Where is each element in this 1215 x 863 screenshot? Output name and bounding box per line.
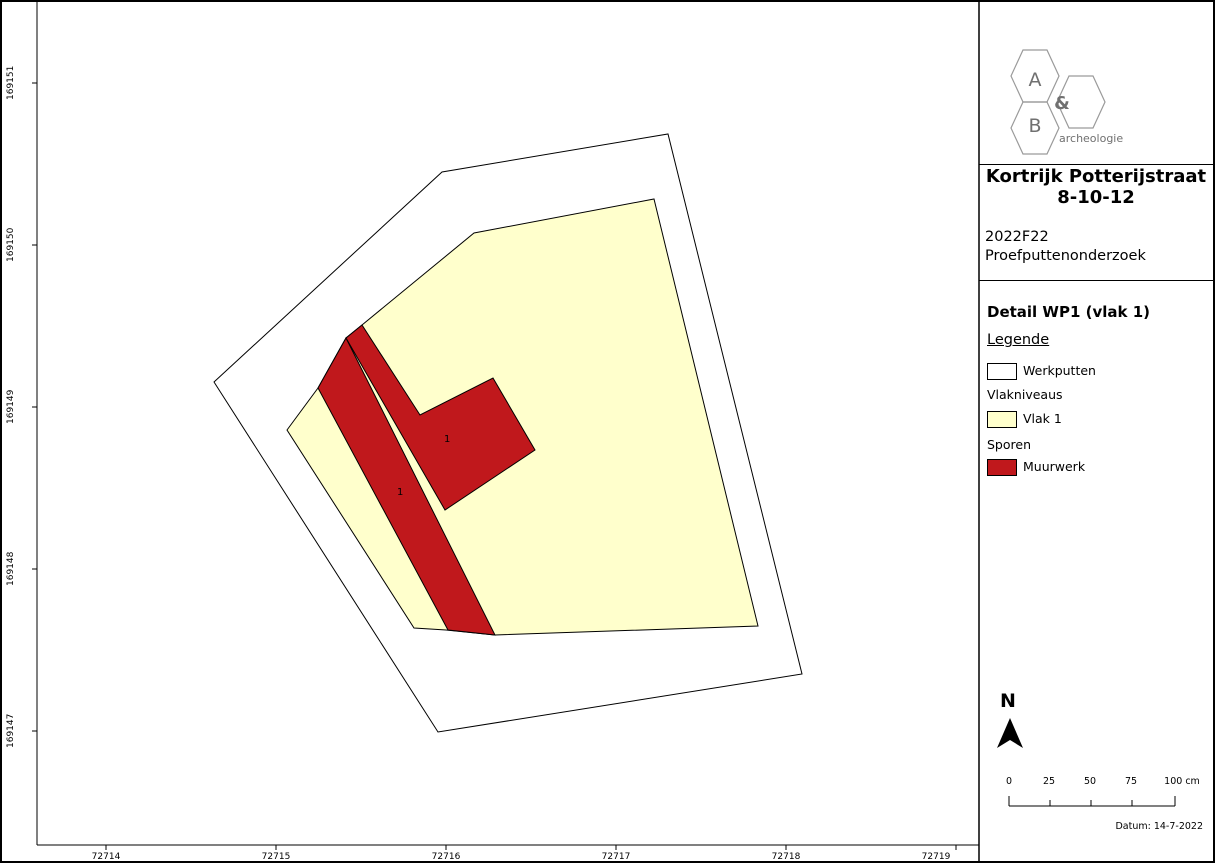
legend-label-werkputten: Werkputten xyxy=(1023,363,1096,378)
legend-swatch-vlak1 xyxy=(987,411,1017,428)
legend-swatch-werkputten xyxy=(987,363,1017,380)
x-tick-label: 72717 xyxy=(601,852,631,862)
north-arrow-icon xyxy=(997,718,1023,748)
scalebar-label: 75 xyxy=(1124,776,1138,787)
muurwerk-wall-polygon[interactable] xyxy=(317,336,496,636)
legend-heading: Legende xyxy=(987,332,1050,348)
axis-ticks xyxy=(32,82,957,850)
y-tick-label: 169151 xyxy=(6,65,16,100)
project-code: 2022F22 xyxy=(985,229,1049,245)
y-tick-label: 169148 xyxy=(6,551,16,586)
feature-label: 1 xyxy=(397,487,403,498)
datum-label: Datum: 14-7-2022 xyxy=(1115,821,1203,832)
legend-swatch-muurwerk xyxy=(987,459,1017,476)
legend-label-vlak1: Vlak 1 xyxy=(1023,411,1062,426)
feature-label: 1 xyxy=(444,434,450,445)
x-tick-label: 72715 xyxy=(261,852,291,862)
divider xyxy=(979,164,1213,165)
scalebar-label: 0 xyxy=(1005,776,1013,787)
x-tick-label: 72714 xyxy=(91,852,121,862)
map-title-line2: 8-10-12 xyxy=(1057,187,1135,208)
legend-group-sporen: Sporen xyxy=(987,437,1031,452)
divider xyxy=(979,280,1213,281)
logo-ampersand: & xyxy=(1054,93,1070,114)
muurwerk-wall-extension-polygon[interactable] xyxy=(345,324,536,511)
y-tick-label: 169147 xyxy=(6,713,16,748)
scalebar xyxy=(1008,796,1176,807)
scalebar-label: 100 cm xyxy=(1164,776,1200,787)
legend-panel: A & B archeologie Kortrijk Potterijstraa… xyxy=(979,18,1213,844)
y-tick-label: 169149 xyxy=(6,389,16,424)
company-logo: A & B archeologie xyxy=(1010,49,1123,155)
map-title-line1: Kortrijk Potterijstraat xyxy=(985,166,1207,187)
legend-group-vlakniveaus: Vlakniveaus xyxy=(987,387,1063,402)
logo-text: archeologie xyxy=(1059,132,1123,145)
logo-letter-a: A xyxy=(1029,69,1042,91)
x-tick-label: 72716 xyxy=(431,852,461,862)
y-tick-label: 169150 xyxy=(6,227,16,262)
scalebar-label: 25 xyxy=(1042,776,1056,787)
scalebar-label: 50 xyxy=(1083,776,1097,787)
project-type: Proefputtenonderzoek xyxy=(985,248,1146,264)
logo-letter-b: B xyxy=(1028,115,1041,137)
x-tick-label: 72719 xyxy=(921,852,951,862)
legend-label-muurwerk: Muurwerk xyxy=(1023,459,1086,474)
north-label: N xyxy=(1000,690,1016,712)
x-tick-label: 72718 xyxy=(771,852,801,862)
legend-title: Detail WP1 (vlak 1) xyxy=(987,303,1151,321)
